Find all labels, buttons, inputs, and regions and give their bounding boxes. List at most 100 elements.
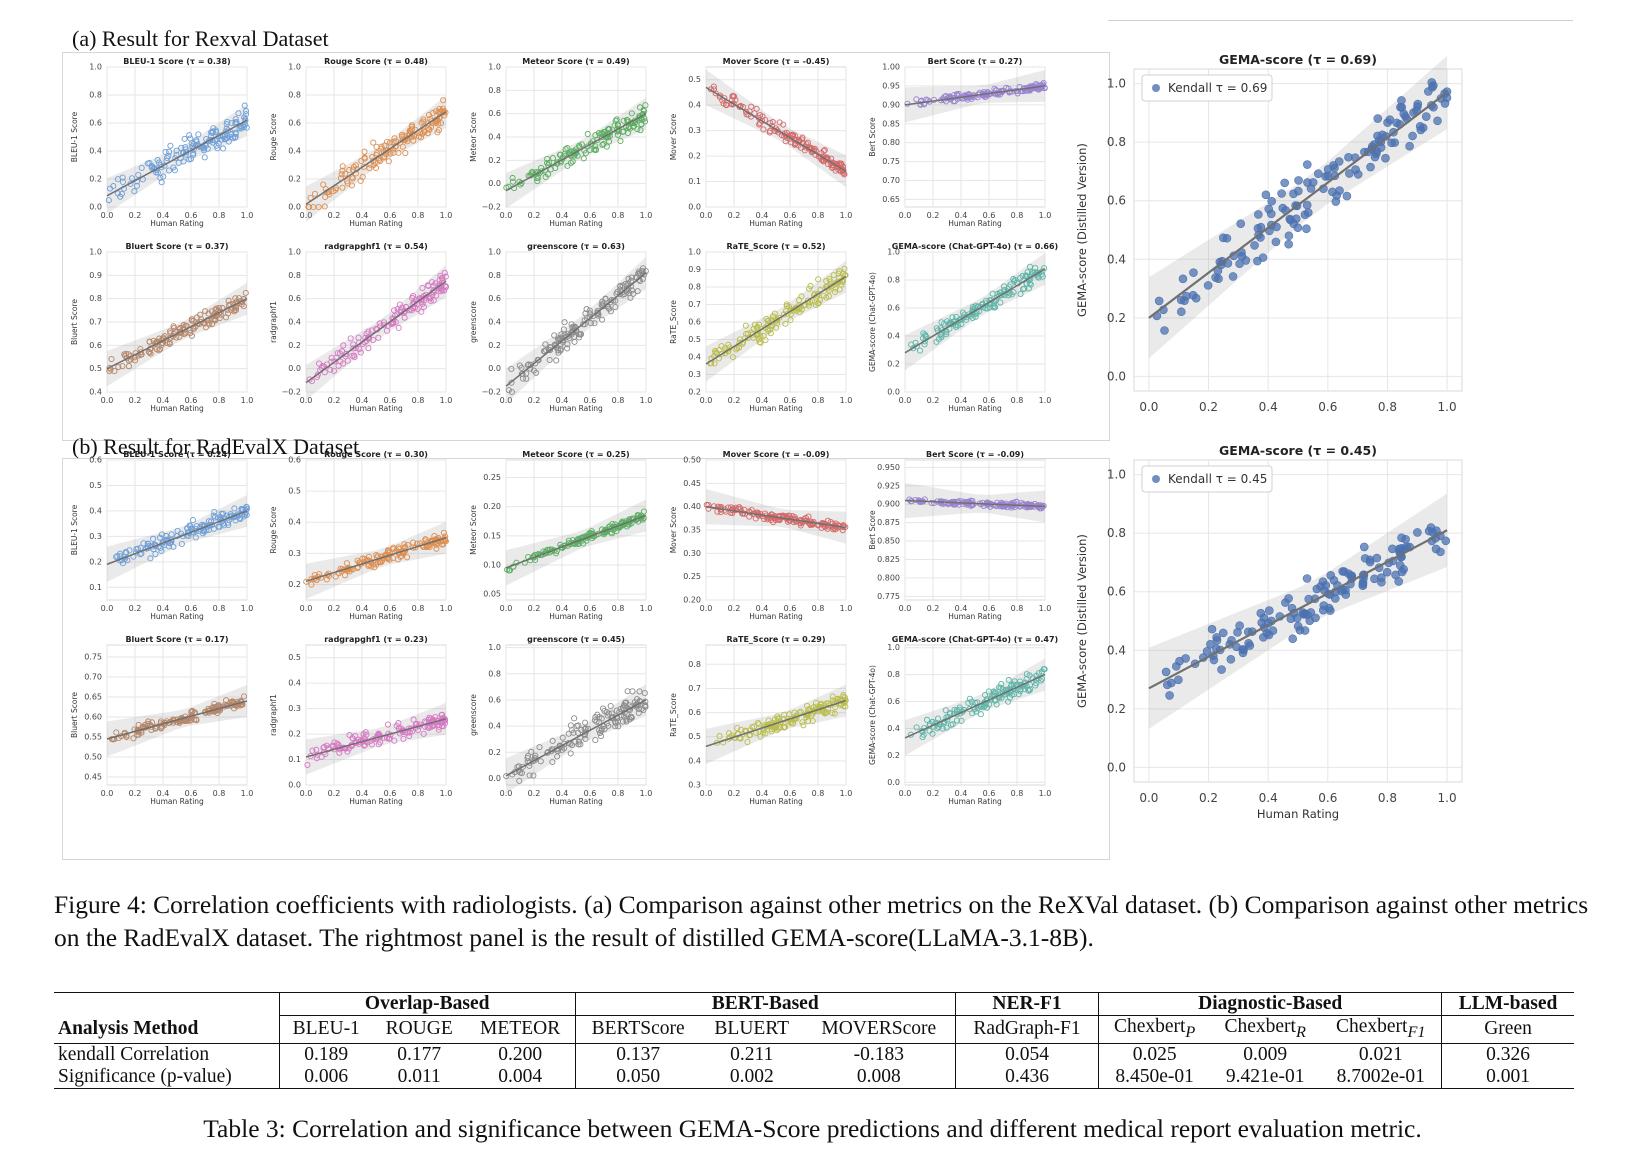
- cell: 0.001: [1441, 1065, 1574, 1089]
- x-tick-label: 0.2: [328, 789, 341, 798]
- y-tick-label: 0.1: [288, 755, 301, 764]
- y-tick-label: 0.7: [688, 300, 701, 309]
- data-point: [105, 197, 112, 204]
- y-tick-label: 0.0: [688, 203, 701, 212]
- data-point: [1293, 621, 1303, 631]
- y-tick-label: 0.60: [84, 713, 102, 722]
- x-tick-label: 0.2: [328, 604, 341, 613]
- data-point: [639, 116, 646, 123]
- y-tick-label: 1.0: [488, 63, 501, 72]
- group-diagnostic: Diagnostic-Based: [1098, 992, 1442, 1016]
- data-point: [232, 118, 240, 126]
- data-point: [207, 136, 214, 144]
- scatter-plots: 0.0 0.2 0.4 0.6 0.8 1.00.00.20.40.60.81.0BLEU…: [70, 52, 1463, 821]
- y-tick-label: 0.25: [683, 572, 701, 581]
- x-axis-label: Human Rating: [150, 404, 204, 413]
- data-point: [1311, 613, 1320, 623]
- data-point: [718, 343, 725, 350]
- chart-title: Rouge Score (τ = 0.30): [324, 450, 428, 459]
- data-point: [241, 102, 248, 109]
- scatter-panel: 0.0 0.2 0.4 0.6 0.8 1.00.00.20.40.60.81.0gree…: [469, 635, 652, 806]
- y-tick-label: 0.95: [882, 81, 900, 90]
- y-tick-label: 0.45: [84, 773, 102, 782]
- cell: 0.002: [700, 1065, 803, 1089]
- data-point: [641, 107, 648, 115]
- y-tick-label: 0.6: [488, 109, 501, 118]
- data-point: [532, 360, 539, 367]
- x-tick-label: 0.0: [101, 396, 114, 405]
- data-point: [745, 330, 752, 337]
- data-point: [554, 159, 561, 166]
- y-tick-label: 0.4: [1107, 252, 1126, 266]
- y-tick-label: 0.0: [1107, 760, 1126, 774]
- data-point: [427, 297, 434, 304]
- data-point: [230, 134, 237, 141]
- y-tick-label: 0.5: [288, 487, 301, 496]
- data-point: [441, 287, 448, 294]
- data-point: [633, 274, 640, 281]
- data-point: [598, 316, 606, 323]
- data-point: [748, 103, 755, 110]
- data-point: [1288, 634, 1298, 644]
- data-point: [195, 131, 202, 138]
- y-axis-label: GEMA-score (Chat-GPT-4o): [868, 665, 877, 765]
- data-point: [1250, 241, 1259, 250]
- y-tick-label: 0.3: [688, 370, 701, 379]
- y-tick-label: 0.2: [288, 175, 301, 184]
- cell: -0.183: [853, 1043, 904, 1065]
- data-point: [736, 339, 743, 347]
- data-point: [1366, 162, 1375, 172]
- plot-area: [705, 66, 847, 208]
- x-tick-label: 1.0: [241, 789, 254, 798]
- y-tick-label: 0.2: [488, 341, 501, 350]
- data-point: [368, 327, 375, 334]
- data-point: [1267, 196, 1277, 206]
- x-tick-label: 0.8: [612, 604, 625, 613]
- data-point: [1207, 624, 1217, 634]
- data-point: [569, 158, 576, 165]
- data-point: [1299, 610, 1309, 619]
- y-tick-label: 1.0: [288, 63, 301, 72]
- data-point: [347, 335, 354, 342]
- x-axis-label: Human Rating: [549, 219, 603, 228]
- y-tick-label: 1.0: [488, 248, 501, 257]
- x-tick-label: 1.0: [440, 789, 453, 798]
- x-tick-label: 0.8: [412, 211, 425, 220]
- x-axis-label: Human Rating: [749, 219, 803, 228]
- data-point: [221, 136, 228, 143]
- data-point: [1396, 102, 1405, 112]
- y-tick-label: −0.2: [282, 388, 301, 397]
- data-point: [420, 124, 427, 131]
- y-tick-label: 0.50: [683, 456, 701, 465]
- data-point: [210, 125, 217, 132]
- data-point: [167, 330, 174, 337]
- scatter-panel: 0.0 0.2 0.4 0.6 0.8 1.0 0.0 0.2 0.4 0.6 0.8 1.0 GEMA…: [1075, 443, 1463, 821]
- data-point: [1413, 528, 1422, 537]
- y-axis-label: Bert Score: [868, 510, 877, 550]
- data-point: [1326, 571, 1336, 580]
- x-tick-label: 0.0: [700, 604, 713, 613]
- data-point: [396, 301, 403, 308]
- data-point: [243, 111, 250, 118]
- x-tick-label: 0.2: [1199, 400, 1218, 414]
- data-point: [619, 282, 626, 289]
- cell: 0.021: [1358, 1043, 1403, 1065]
- plot-area: [904, 459, 1046, 601]
- y-tick-label: 0.35: [683, 526, 701, 535]
- x-tick-label: 0.0: [700, 396, 713, 405]
- data-point: [582, 310, 589, 317]
- data-point: [617, 137, 624, 145]
- data-point: [146, 338, 153, 345]
- x-tick-label: 1.0: [440, 396, 453, 405]
- data-point: [564, 341, 571, 348]
- regression-line: [705, 86, 847, 173]
- y-axis-label: greenscore: [469, 301, 478, 343]
- data-point: [597, 130, 604, 137]
- data-point: [575, 331, 583, 338]
- data-point: [1264, 204, 1274, 214]
- x-tick-label: 1.0: [1438, 791, 1457, 805]
- data-point: [349, 175, 356, 182]
- x-tick-label: 1.0: [440, 604, 453, 613]
- data-point: [1236, 219, 1246, 229]
- data-point: [166, 148, 173, 155]
